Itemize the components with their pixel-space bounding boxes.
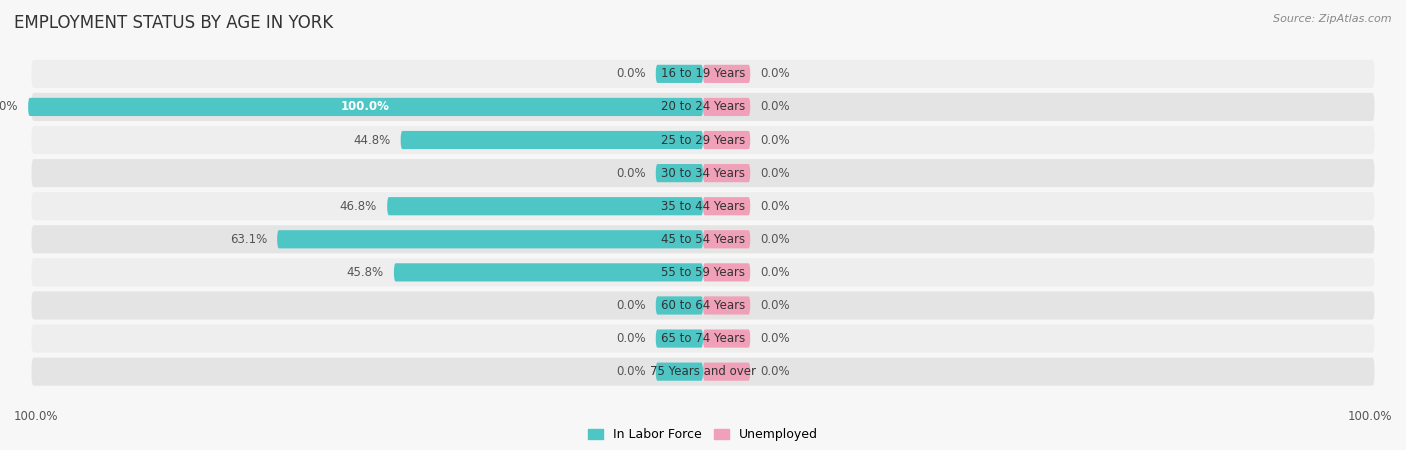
- Legend: In Labor Force, Unemployed: In Labor Force, Unemployed: [583, 423, 823, 446]
- FancyBboxPatch shape: [401, 131, 703, 149]
- Text: 100.0%: 100.0%: [14, 410, 59, 423]
- Text: 100.0%: 100.0%: [0, 100, 18, 113]
- FancyBboxPatch shape: [31, 126, 1375, 154]
- FancyBboxPatch shape: [31, 324, 1375, 353]
- Text: 45.8%: 45.8%: [347, 266, 384, 279]
- Text: 30 to 34 Years: 30 to 34 Years: [661, 166, 745, 180]
- FancyBboxPatch shape: [703, 65, 751, 83]
- FancyBboxPatch shape: [277, 230, 703, 248]
- FancyBboxPatch shape: [703, 297, 751, 315]
- Text: 0.0%: 0.0%: [616, 365, 645, 378]
- FancyBboxPatch shape: [703, 263, 751, 282]
- FancyBboxPatch shape: [28, 98, 703, 116]
- FancyBboxPatch shape: [655, 329, 703, 348]
- Text: 100.0%: 100.0%: [1347, 410, 1392, 423]
- Text: 25 to 29 Years: 25 to 29 Years: [661, 134, 745, 147]
- FancyBboxPatch shape: [31, 258, 1375, 287]
- FancyBboxPatch shape: [655, 297, 703, 315]
- FancyBboxPatch shape: [703, 230, 751, 248]
- Text: 0.0%: 0.0%: [616, 332, 645, 345]
- Text: 60 to 64 Years: 60 to 64 Years: [661, 299, 745, 312]
- Text: 63.1%: 63.1%: [229, 233, 267, 246]
- Text: 55 to 59 Years: 55 to 59 Years: [661, 266, 745, 279]
- Text: 46.8%: 46.8%: [340, 200, 377, 213]
- Text: 35 to 44 Years: 35 to 44 Years: [661, 200, 745, 213]
- FancyBboxPatch shape: [655, 65, 703, 83]
- FancyBboxPatch shape: [31, 358, 1375, 386]
- FancyBboxPatch shape: [703, 197, 751, 215]
- FancyBboxPatch shape: [387, 197, 703, 215]
- FancyBboxPatch shape: [703, 164, 751, 182]
- Text: 0.0%: 0.0%: [761, 266, 790, 279]
- FancyBboxPatch shape: [703, 98, 751, 116]
- Text: 0.0%: 0.0%: [761, 299, 790, 312]
- Text: 16 to 19 Years: 16 to 19 Years: [661, 68, 745, 81]
- Text: 20 to 24 Years: 20 to 24 Years: [661, 100, 745, 113]
- Text: 0.0%: 0.0%: [761, 134, 790, 147]
- FancyBboxPatch shape: [703, 131, 751, 149]
- FancyBboxPatch shape: [655, 363, 703, 381]
- Text: 0.0%: 0.0%: [761, 68, 790, 81]
- Text: 0.0%: 0.0%: [761, 365, 790, 378]
- Text: 0.0%: 0.0%: [616, 299, 645, 312]
- Text: Source: ZipAtlas.com: Source: ZipAtlas.com: [1274, 14, 1392, 23]
- FancyBboxPatch shape: [31, 292, 1375, 320]
- FancyBboxPatch shape: [31, 159, 1375, 187]
- FancyBboxPatch shape: [31, 60, 1375, 88]
- Text: 0.0%: 0.0%: [761, 233, 790, 246]
- FancyBboxPatch shape: [31, 225, 1375, 253]
- FancyBboxPatch shape: [703, 363, 751, 381]
- FancyBboxPatch shape: [31, 192, 1375, 220]
- Text: 0.0%: 0.0%: [761, 100, 790, 113]
- Text: 0.0%: 0.0%: [761, 332, 790, 345]
- Text: 65 to 74 Years: 65 to 74 Years: [661, 332, 745, 345]
- Text: 0.0%: 0.0%: [761, 166, 790, 180]
- Text: 75 Years and over: 75 Years and over: [650, 365, 756, 378]
- Text: 100.0%: 100.0%: [342, 100, 389, 113]
- Text: 0.0%: 0.0%: [616, 166, 645, 180]
- Text: 45 to 54 Years: 45 to 54 Years: [661, 233, 745, 246]
- Text: EMPLOYMENT STATUS BY AGE IN YORK: EMPLOYMENT STATUS BY AGE IN YORK: [14, 14, 333, 32]
- FancyBboxPatch shape: [31, 93, 1375, 121]
- Text: 44.8%: 44.8%: [353, 134, 391, 147]
- Text: 0.0%: 0.0%: [616, 68, 645, 81]
- FancyBboxPatch shape: [655, 164, 703, 182]
- Text: 0.0%: 0.0%: [761, 200, 790, 213]
- FancyBboxPatch shape: [394, 263, 703, 282]
- FancyBboxPatch shape: [703, 329, 751, 348]
